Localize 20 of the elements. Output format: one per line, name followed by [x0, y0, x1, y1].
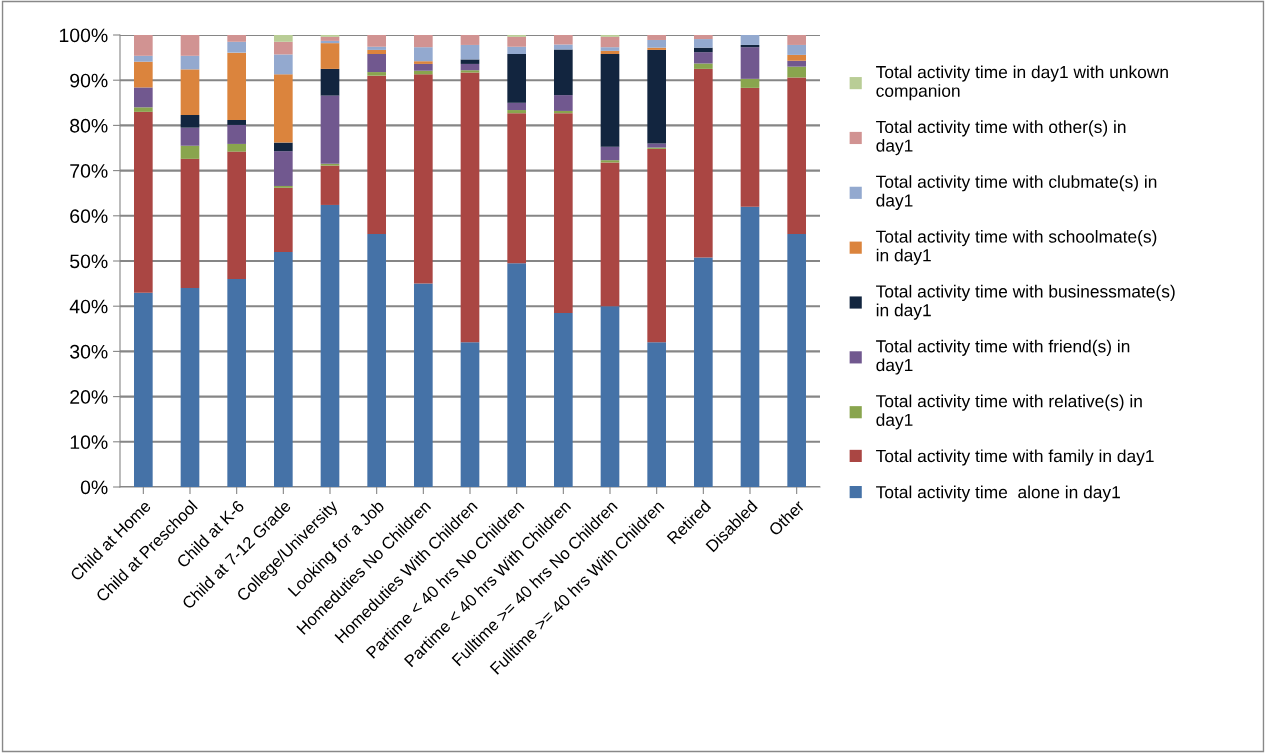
- y-tick-label: 20%: [70, 390, 108, 404]
- y-tick-label: 100%: [59, 28, 108, 43]
- legend-label: Total activity time with other(s) in day1: [876, 120, 1126, 156]
- y-tick-label: 80%: [70, 118, 108, 133]
- y-tick-label: 10%: [70, 435, 108, 450]
- legend-label: Total activity time with schoolmate(s) in day1: [876, 230, 1157, 265]
- legend-label: Total activity time with businessmate(s) in day1: [876, 284, 1175, 320]
- y-tick-label: 40%: [69, 299, 108, 314]
- legend-label: Total activity time with friend(s) in day1: [876, 339, 1130, 375]
- y-tick-label: 60%: [70, 209, 108, 224]
- legend-label: Total activity time with relative(s) in day1: [876, 394, 1142, 430]
- legend-label: Total activity time in day1 with unkown companion: [876, 65, 1168, 101]
- y-tick-label: 90%: [70, 73, 108, 88]
- legend-label: Total activity time alone in day1: [876, 485, 1120, 502]
- y-tick-label: 30%: [70, 344, 108, 359]
- legend-label: Total activity time with family in day1: [876, 449, 1154, 466]
- y-tick-label: 50%: [70, 254, 108, 269]
- y-tick-label: 70%: [70, 164, 108, 178]
- y-tick-label: 0%: [80, 480, 108, 495]
- legend-label: Total activity time with clubmate(s) in day1: [876, 175, 1157, 211]
